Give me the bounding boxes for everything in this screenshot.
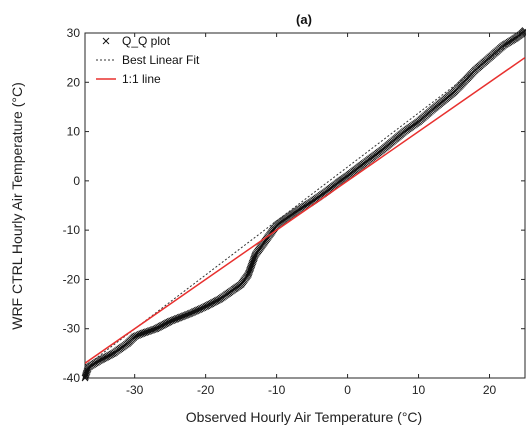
- y-tick-label: 0: [73, 174, 80, 188]
- y-axis-label: WRF CTRL Hourly Air Temperature (°C): [9, 82, 25, 330]
- y-tick-label: 10: [67, 125, 81, 139]
- y-tick-label: 30: [67, 26, 81, 40]
- legend-item-one-to-one: 1:1 line: [96, 72, 161, 86]
- legend-item-fit: Best Linear Fit: [96, 53, 200, 67]
- legend-one-to-one-label: 1:1 line: [122, 72, 161, 86]
- y-tick-label: -10: [63, 223, 81, 237]
- x-axis-ticks: -30 -20 -10 0 10 20: [126, 33, 497, 397]
- best-linear-fit-line: [85, 33, 525, 368]
- series-layer: [81, 27, 526, 382]
- chart-title: (a): [296, 12, 312, 27]
- qq-point: [82, 373, 89, 381]
- y-tick-label: -40: [63, 371, 81, 385]
- legend-item-qq: Q_Q plot: [102, 34, 171, 48]
- legend-qq-label: Q_Q plot: [122, 34, 171, 48]
- legend-fit-label: Best Linear Fit: [122, 53, 200, 67]
- qq-point: [82, 372, 90, 379]
- one-to-one-line: [85, 56, 525, 364]
- x-tick-label: -30: [126, 383, 144, 397]
- y-axis-ticks: -40 -30 -20 -10 0 10 20 30: [63, 26, 525, 385]
- legend-qq-marker-icon: [102, 37, 110, 45]
- x-tick-label: -20: [197, 383, 215, 397]
- legend: Q_Q plot Best Linear Fit 1:1 line: [96, 34, 200, 86]
- x-tick-label: -10: [268, 383, 286, 397]
- qq-point: [521, 27, 526, 34]
- x-tick-label: 20: [483, 383, 497, 397]
- y-tick-label: -20: [63, 272, 81, 286]
- x-tick-label: 10: [412, 383, 426, 397]
- y-tick-label: 20: [67, 75, 81, 89]
- x-tick-label: 0: [344, 383, 351, 397]
- series-qq-plot: [81, 27, 526, 382]
- y-tick-label: -30: [63, 322, 81, 336]
- qq-point: [81, 374, 89, 382]
- x-axis-label: Observed Hourly Air Temperature (°C): [186, 409, 422, 425]
